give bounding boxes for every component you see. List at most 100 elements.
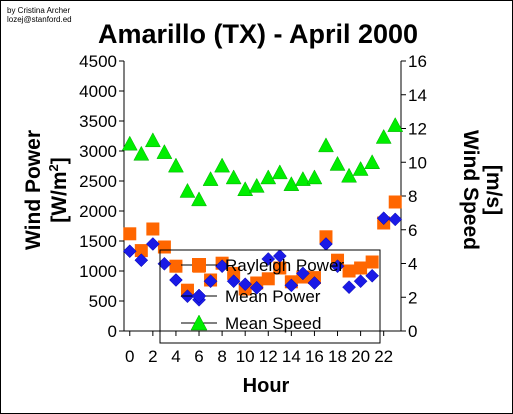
x-tick-label: 2: [148, 347, 157, 366]
mean-power-point: [203, 274, 218, 289]
y-left-axis-unit-suffix: ]: [48, 157, 71, 164]
mean-power-point: [342, 280, 356, 295]
y-right-tick-label: 10: [408, 153, 427, 172]
y-left-axis-unit: [W/m2]: [46, 157, 71, 223]
mean-speed-point: [387, 117, 404, 132]
y-left-tick-label: 3500: [79, 112, 117, 131]
x-tick-label: 16: [305, 347, 324, 366]
x-tick-label: 22: [374, 347, 393, 366]
rayleigh-power-point: [388, 195, 402, 209]
legend-diamond-marker: [191, 288, 207, 304]
mean-speed-point: [364, 154, 381, 169]
y-left-axis-unit-prefix: [W/m: [48, 171, 71, 222]
mean-speed-point: [133, 145, 150, 161]
legend-label: Mean Speed: [225, 314, 321, 333]
y-right-axis-label: Wind Speed: [459, 130, 482, 250]
rayleigh-power-point: [365, 255, 379, 269]
x-tick-label: 4: [171, 347, 180, 366]
rayleigh-power-point: [319, 230, 333, 244]
y-left-axis-unit-sup: 2: [46, 164, 61, 171]
mean-speed-point: [168, 157, 184, 173]
y-right-tick-label: 16: [408, 52, 427, 71]
mean-power-point: [122, 244, 137, 259]
legend-box: [159, 249, 381, 344]
mean-power-point: [238, 277, 253, 292]
y-right-tick-label: 8: [408, 187, 417, 206]
mean-power-point: [376, 211, 391, 226]
mean-power-point: [365, 268, 379, 283]
mean-power-point: [146, 237, 160, 251]
y-right-tick-label: 2: [408, 288, 417, 307]
mean-power-point: [330, 259, 345, 274]
mean-power-point: [169, 273, 183, 287]
mean-speed-point: [191, 191, 207, 207]
mean-speed-point: [294, 171, 311, 186]
x-axis-label: Hour: [243, 375, 290, 397]
y-left-tick-label: 1000: [79, 262, 117, 281]
mean-power-point: [307, 276, 322, 290]
x-tick-label: 10: [236, 347, 255, 366]
mean-power-point: [226, 274, 241, 289]
rayleigh-power-point: [146, 222, 160, 236]
chart-title: Amarillo (TX) - April 2000: [98, 19, 418, 49]
rayleigh-power-point: [261, 272, 275, 286]
mean-power-point: [249, 280, 264, 295]
y-right-axis-unit: [m/s]: [482, 165, 505, 215]
mean-power-point: [353, 274, 368, 289]
y-right-tick-label: 0: [408, 322, 417, 341]
author-credit-email: lozej@stanford.ed: [7, 15, 72, 24]
legend-triangle-marker: [190, 314, 208, 331]
x-tick-label: 8: [217, 347, 226, 366]
mean-speed-point: [341, 167, 357, 183]
y-left-axis-label-main: Wind Power: [22, 130, 45, 250]
x-tick-label: 6: [194, 347, 203, 366]
author-credit: by Cristina Archer lozej@stanford.ed: [7, 6, 72, 24]
mean-speed-point: [237, 181, 254, 196]
rayleigh-power-point: [342, 264, 356, 278]
x-tick-label: 20: [351, 347, 370, 366]
author-credit-name: by Cristina Archer: [7, 6, 71, 15]
mean-speed-point: [329, 155, 346, 171]
y-left-tick-label: 500: [89, 292, 117, 311]
mean-power-point: [284, 278, 299, 293]
y-left-tick-label: 4500: [79, 52, 117, 71]
axes-group: 0500100015002000250030003500400045000246…: [79, 52, 427, 366]
y-left-tick-label: 1500: [79, 232, 117, 251]
mean-speed-point: [283, 176, 300, 191]
x-tick-label: 18: [328, 347, 347, 366]
legend: Rayleigh Power Mean Power Mean Speed: [159, 249, 381, 344]
rayleigh-power-point: [227, 266, 241, 280]
mean-speed-point: [260, 169, 277, 185]
y-left-tick-label: 2500: [79, 172, 117, 191]
mean-power-point: [296, 266, 310, 281]
mean-speed-point: [156, 144, 173, 159]
rayleigh-power-point: [123, 227, 137, 241]
mean-power-point: [388, 212, 403, 227]
rayleigh-power-point: [169, 259, 183, 273]
mean-speed-point: [202, 171, 219, 186]
mean-speed-point: [214, 157, 231, 173]
mean-speed-point: [179, 182, 196, 198]
rayleigh-power-point: [134, 244, 148, 258]
y-left-tick-label: 4000: [79, 82, 117, 101]
x-tick-label: 12: [259, 347, 278, 366]
mean-power-point: [272, 249, 287, 263]
mean-speed-point: [144, 132, 161, 148]
y-left-tick-label: 2000: [79, 202, 117, 221]
legend-label: Mean Power: [225, 287, 321, 306]
y-left-axis-label: Wind Power: [22, 130, 45, 250]
x-tick-label: 14: [282, 347, 301, 366]
y-left-tick-label: 3000: [79, 142, 117, 161]
x-tick-label: 0: [125, 347, 134, 366]
mean-power-point: [134, 253, 149, 268]
y-right-tick-label: 6: [408, 221, 417, 240]
mean-speed-point: [352, 160, 369, 176]
mean-power-point: [215, 259, 229, 274]
y-right-tick-label: 12: [408, 120, 427, 139]
rayleigh-power-point: [273, 261, 287, 275]
mean-speed-point: [248, 177, 265, 193]
rayleigh-power-point: [354, 261, 368, 275]
y-right-tick-label: 4: [408, 255, 417, 274]
y-left-tick-label: 0: [108, 322, 117, 341]
